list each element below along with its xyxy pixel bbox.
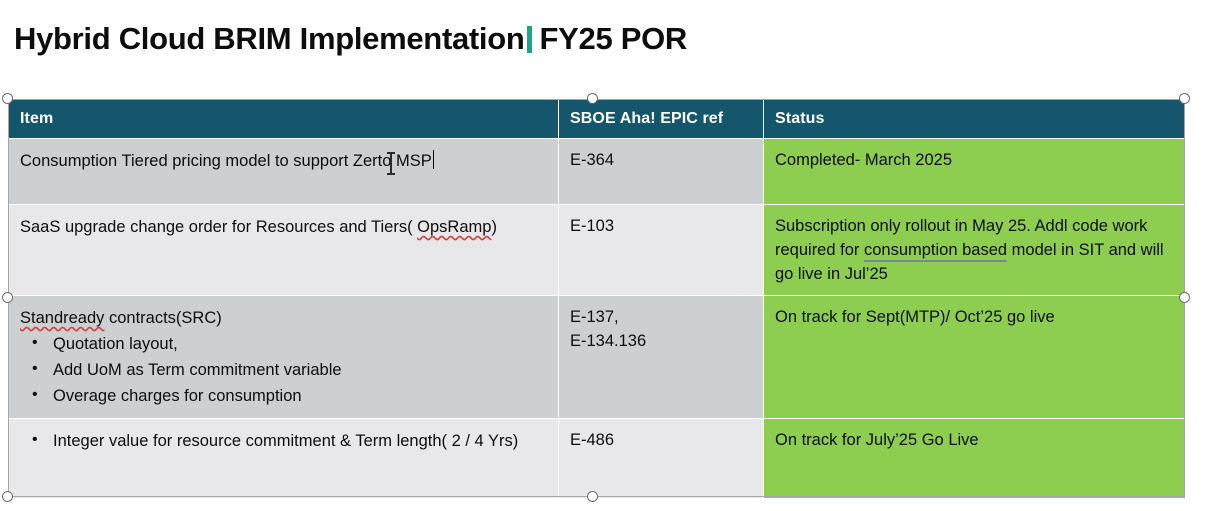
- cell-epic-2[interactable]: E-103: [558, 204, 764, 296]
- cell-epic-4[interactable]: E-486: [558, 418, 764, 499]
- cell-item-3[interactable]: Standready contracts(SRC) Quotation layo…: [8, 295, 559, 419]
- table-row: Standready contracts(SRC) Quotation layo…: [8, 295, 1186, 419]
- column-header-item[interactable]: Item: [8, 99, 559, 139]
- resize-handle-top-right[interactable]: [1179, 93, 1190, 104]
- resize-handle-top-left[interactable]: [2, 93, 13, 104]
- resize-handle-top-center[interactable]: [587, 93, 598, 104]
- item-2-misspelled-word: OpsRamp: [417, 218, 492, 236]
- column-header-status[interactable]: Status: [763, 99, 1186, 139]
- status-2-underlined-phrase: consumption based: [863, 241, 1008, 262]
- cell-epic-1[interactable]: E-364: [558, 138, 764, 205]
- resize-handle-middle-right[interactable]: [1179, 292, 1190, 303]
- cell-item-2[interactable]: SaaS upgrade change order for Resources …: [8, 204, 559, 296]
- table-row: SaaS upgrade change order for Resources …: [8, 204, 1186, 296]
- list-item: Overage charges for consumption: [20, 382, 546, 409]
- list-item: Quotation layout,: [20, 330, 546, 357]
- cell-epic-3[interactable]: E-137, E-134.136: [558, 295, 764, 419]
- cell-item-1[interactable]: Consumption Tiered pricing model to supp…: [8, 138, 559, 205]
- title-accent-bar: [526, 26, 532, 53]
- item-3-misspelled-word: Standready: [20, 309, 105, 327]
- table-row: Consumption Tiered pricing model to supp…: [8, 138, 1186, 205]
- resize-handle-bottom-left[interactable]: [2, 491, 13, 502]
- item-1-text-after: MSP: [396, 152, 432, 170]
- page-title-suffix: FY25 POR: [539, 21, 688, 56]
- cell-status-4[interactable]: On track for July’25 Go Live: [763, 418, 1186, 499]
- page-title-main: Hybrid Cloud BRIM Implementation: [14, 21, 525, 56]
- epic-3-line2: E-134.136: [570, 332, 647, 350]
- por-table[interactable]: Item SBOE Aha! EPIC ref Status Consumpti…: [8, 99, 1186, 499]
- table-header-row: Item SBOE Aha! EPIC ref Status: [8, 99, 1186, 139]
- item-2-line1: SaaS upgrade change order for Resources …: [20, 218, 413, 236]
- resize-handle-bottom-center[interactable]: [587, 491, 598, 502]
- status-2-part2: model in SIT and will go live in Jul’25: [775, 241, 1164, 283]
- table-row: Integer value for resource commitment & …: [8, 418, 1186, 499]
- list-item: Integer value for resource commitment & …: [20, 427, 546, 454]
- item-1-text-before: Consumption Tiered pricing model to supp…: [20, 152, 392, 170]
- item-3-bullet-list: Quotation layout, Add UoM as Term commit…: [20, 330, 546, 409]
- page-title[interactable]: Hybrid Cloud BRIM Implementation FY25 POR: [14, 18, 687, 60]
- status-2-part1: Subscription only rollout in May 25. Add…: [775, 217, 1148, 259]
- cell-status-3[interactable]: On track for Sept(MTP)/ Oct’25 go live: [763, 295, 1186, 419]
- cell-status-1[interactable]: Completed- March 2025: [763, 138, 1186, 205]
- resize-handle-middle-left[interactable]: [2, 292, 13, 303]
- list-item: Add UoM as Term commitment variable: [20, 356, 546, 383]
- item-4-bullet-list: Integer value for resource commitment & …: [20, 427, 546, 454]
- item-3-heading-tail: contracts(SRC): [104, 309, 222, 327]
- cell-status-2[interactable]: Subscription only rollout in May 25. Add…: [763, 204, 1186, 296]
- cell-item-4[interactable]: Integer value for resource commitment & …: [8, 418, 559, 499]
- column-header-epic[interactable]: SBOE Aha! EPIC ref: [558, 99, 764, 139]
- text-caret: [432, 150, 435, 169]
- epic-3-line1: E-137,: [570, 308, 619, 326]
- item-2-line2-tail: ): [491, 218, 497, 236]
